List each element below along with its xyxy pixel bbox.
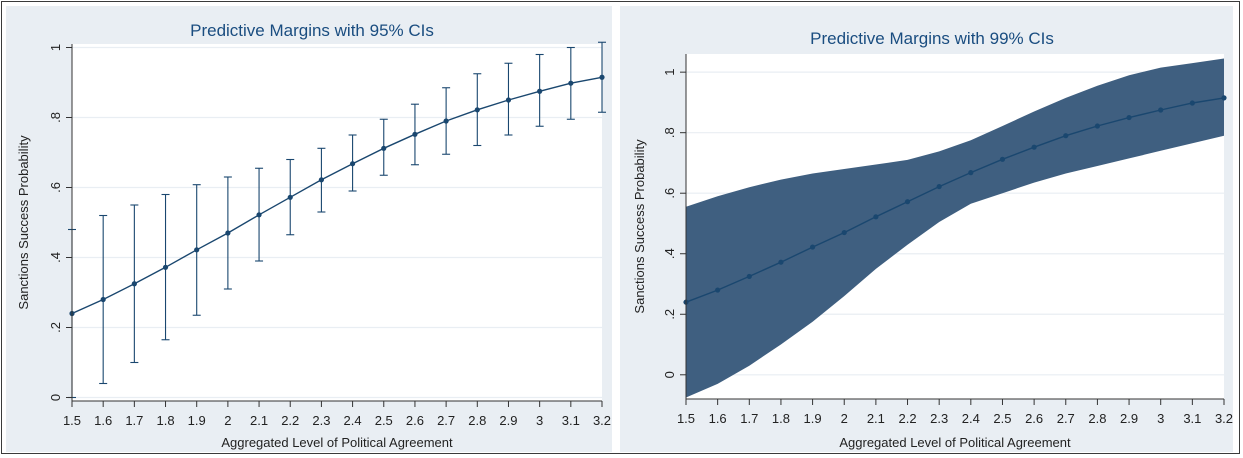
data-point	[873, 214, 879, 220]
chart-title: Predictive Margins with 95% CIs	[190, 21, 434, 40]
y-tick-label: 1	[662, 69, 677, 76]
chart-95ci: 0 .2 .4 .6 .8 1 1.5 1.6 1.7 1.8 1.9 2 2.1 2.2 2.3 2.4 2.…	[16, 21, 611, 450]
data-point	[1126, 114, 1132, 121]
y-tick-label: .2	[662, 309, 677, 320]
x-tick-label: 2.4	[962, 411, 980, 426]
data-point	[968, 170, 974, 176]
x-tick-label: 2.3	[930, 411, 948, 426]
y-tick-label: .8	[662, 127, 677, 138]
data-point	[568, 80, 574, 86]
data-point	[443, 118, 449, 124]
x-tick-label: 2.6	[1025, 411, 1043, 426]
x-tick-label: 1.8	[156, 413, 174, 428]
x-tick-label: 2.2	[281, 413, 299, 428]
chart-99ci: 0 .2 .4 .6 .8 1 1.5 1.6 1.7 1.8 1.9 2 2.1 2.2 2.3 2.4 2.…	[632, 29, 1233, 450]
chart-title: Predictive Margins with 99% CIs	[810, 29, 1054, 48]
data-point	[318, 177, 325, 183]
data-point	[1221, 95, 1227, 101]
data-point	[1158, 107, 1164, 113]
data-point	[474, 107, 480, 113]
x-tick-label: 2.1	[867, 411, 885, 426]
x-tick-label: 1.7	[125, 413, 143, 428]
x-tick-label: 3.1	[1183, 411, 1201, 426]
x-tick-label: 2.2	[898, 411, 916, 426]
data-point	[904, 199, 911, 205]
data-point	[505, 97, 512, 103]
x-tick-label: 1.9	[188, 413, 206, 428]
x-tick-label: 1.9	[804, 411, 822, 426]
data-point	[1063, 133, 1069, 139]
x-tick-label: 2.7	[1057, 411, 1075, 426]
margin-line	[71, 76, 603, 315]
x-tick-label: 3.1	[562, 413, 580, 428]
x-tick-label: 1.8	[772, 411, 790, 426]
x-tick-label: 2.5	[993, 411, 1011, 426]
x-tick-label: 2.8	[1088, 411, 1106, 426]
x-axis-label: Aggregated Level of Political Agreement	[221, 435, 453, 450]
x-tick-label: 2.9	[1120, 411, 1138, 426]
data-point	[225, 230, 231, 236]
y-tick-label: .2	[48, 322, 63, 333]
y-tick-label: 0	[662, 371, 677, 378]
x-tick-label: 2.9	[499, 413, 517, 428]
x-tick-label: 2	[224, 413, 231, 428]
data-point	[381, 145, 387, 151]
data-point	[349, 161, 356, 167]
y-tick-label: 0	[48, 394, 63, 401]
x-tick-label: 2.1	[250, 413, 268, 428]
y-tick-label: 1	[48, 44, 63, 51]
data-point	[131, 281, 137, 287]
x-tick-label: 3	[536, 413, 543, 428]
chart-panel-95ci: 0 .2 .4 .6 .8 1 1.5 1.6 1.7 1.8 1.9 2 2.1 2.2 2.3 2.4 2.…	[6, 6, 612, 452]
y-axis-label: Sanctions Success Probability	[16, 135, 31, 310]
data-point	[256, 212, 262, 218]
x-axis-label: Aggregated Level of Political Agreement	[839, 435, 1071, 450]
x-tick-label: 2.6	[406, 413, 424, 428]
y-tick-label: .4	[662, 248, 677, 259]
x-tick-label: 2.5	[375, 413, 393, 428]
x-tick-label: 1.5	[677, 411, 695, 426]
x-tick-label: 2.7	[437, 413, 455, 428]
x-tick-label: 2.4	[344, 413, 362, 428]
x-tick-label: 2.8	[468, 413, 486, 428]
data-point	[809, 244, 816, 250]
y-tick-label: .6	[662, 188, 677, 199]
data-point	[599, 74, 605, 80]
y-tick-label: .8	[48, 112, 63, 123]
plot-area	[72, 44, 602, 401]
data-point	[162, 264, 169, 270]
data-point	[778, 259, 784, 265]
y-tick-label: .4	[48, 252, 63, 263]
data-point	[100, 296, 106, 303]
x-tick-label: 2.3	[312, 413, 330, 428]
y-axis-label: Sanctions Success Probability	[632, 139, 647, 314]
data-point	[537, 88, 543, 94]
data-point	[287, 194, 293, 200]
data-point	[412, 131, 418, 137]
y-tick-label: .6	[48, 182, 63, 193]
x-tick-label: 3.2	[593, 413, 611, 428]
data-point	[1189, 100, 1195, 106]
data-point	[746, 273, 752, 280]
x-tick-label: 3	[1157, 411, 1164, 426]
data-point	[936, 183, 942, 190]
x-tick-label: 2	[841, 411, 848, 426]
data-point	[841, 229, 847, 236]
data-point	[1094, 123, 1101, 129]
margin-line	[685, 97, 1225, 303]
x-tick-label: 1.6	[709, 411, 727, 426]
chart-panel-99ci: 0 .2 .4 .6 .8 1 1.5 1.6 1.7 1.8 1.9 2 2.1 2.2 2.3 2.4 2.…	[620, 6, 1233, 452]
x-tick-label: 3.2	[1215, 411, 1233, 426]
x-tick-label: 1.6	[94, 413, 112, 428]
data-point	[1031, 144, 1037, 150]
x-tick-label: 1.7	[740, 411, 758, 426]
data-point	[715, 287, 721, 293]
data-point	[999, 156, 1006, 162]
data-point	[194, 247, 200, 253]
x-tick-label: 1.5	[63, 413, 81, 428]
ci-band	[686, 58, 1224, 398]
